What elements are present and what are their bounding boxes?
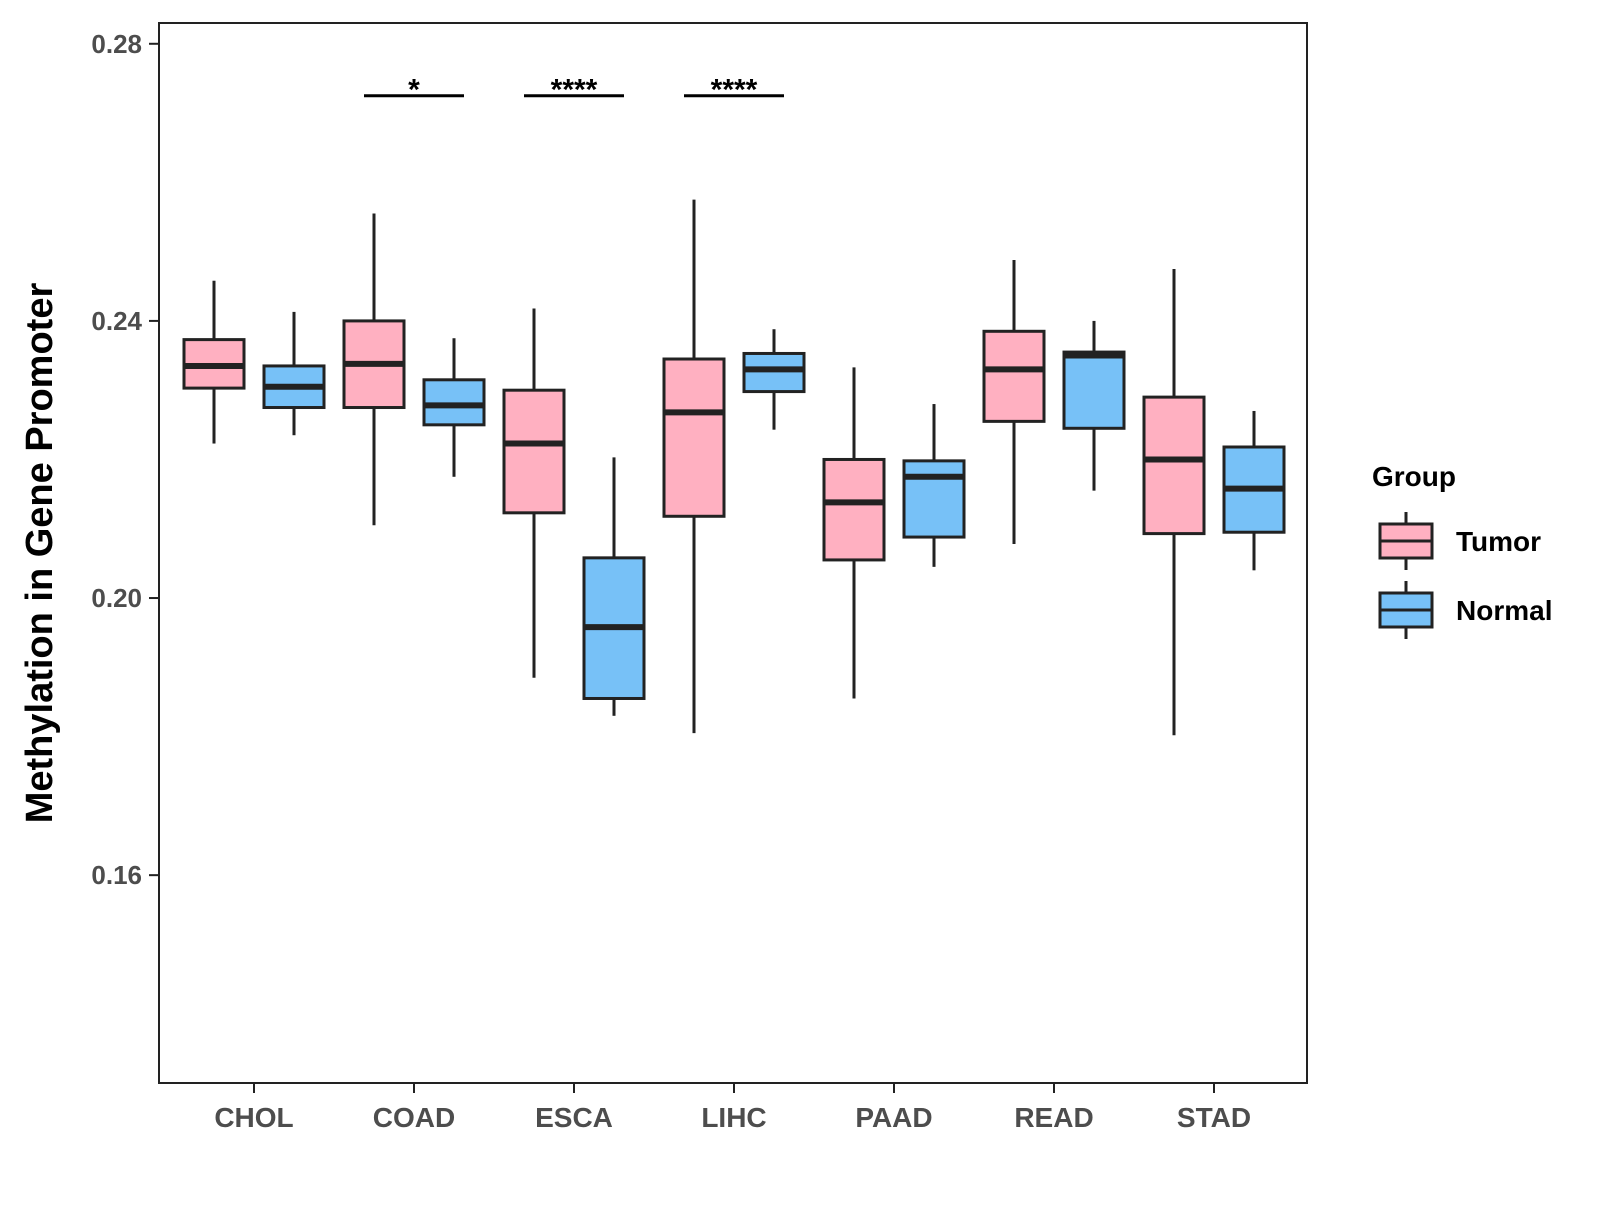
box-body [1062,350,1126,430]
box-body [902,459,966,539]
box-normal-read [1062,320,1126,491]
box-body [1142,395,1206,536]
annotations-layer: * **** **** [364,74,784,107]
legend-title: Group [1372,461,1456,492]
legend-item-tumor: Tumor [1378,512,1541,570]
legend-label: Tumor [1456,526,1541,557]
significance-label: **** [551,74,598,107]
box-normal-paad [902,404,966,567]
x-tick-label: STAD [1177,1102,1251,1133]
box-tumor-stad [1142,268,1206,736]
box-body [822,457,886,562]
box-tumor-lihc [662,199,726,734]
box-body [742,351,806,394]
x-tick-label: READ [1014,1102,1093,1133]
box-tumor-esca [502,308,566,678]
box-normal-esca [582,457,646,716]
x-tick-label: ESCA [535,1102,613,1133]
axes-layer: 0.16 0.20 0.24 0.28 CHOL COAD ESCA LIHC PAAD READ… [19,22,1308,1133]
box-body [982,329,1046,423]
plot-panel-border [158,22,1308,1084]
x-tick-label: LIHC [701,1102,766,1133]
box-body [502,388,566,515]
box-tumor-read [982,259,1046,544]
x-tick-label: COAD [373,1102,455,1133]
box-body [662,357,726,518]
x-tick-label: PAAD [855,1102,932,1133]
box-body [422,378,486,427]
box-normal-stad [1222,410,1286,571]
box-normal-chol [262,311,326,436]
y-tick-label: 0.24 [91,306,142,336]
box-tumor-coad [342,213,406,526]
significance-label: * [408,74,420,107]
y-tick-label: 0.20 [91,583,142,613]
y-tick-label: 0.16 [91,860,142,890]
legend: Group Tumor Normal [1372,461,1552,639]
box-tumor-chol [182,280,246,444]
y-tick-label: 0.28 [91,29,142,59]
box-normal-coad [422,338,486,477]
y-axis-title: Methylation in Gene Promoter [19,283,61,824]
x-tick-label: CHOL [214,1102,293,1133]
box-normal-lihc [742,329,806,430]
significance-label: **** [711,74,758,107]
boxes-layer [182,199,1286,736]
legend-item-normal: Normal [1378,581,1552,639]
legend-label: Normal [1456,595,1552,626]
box-tumor-paad [822,367,886,699]
